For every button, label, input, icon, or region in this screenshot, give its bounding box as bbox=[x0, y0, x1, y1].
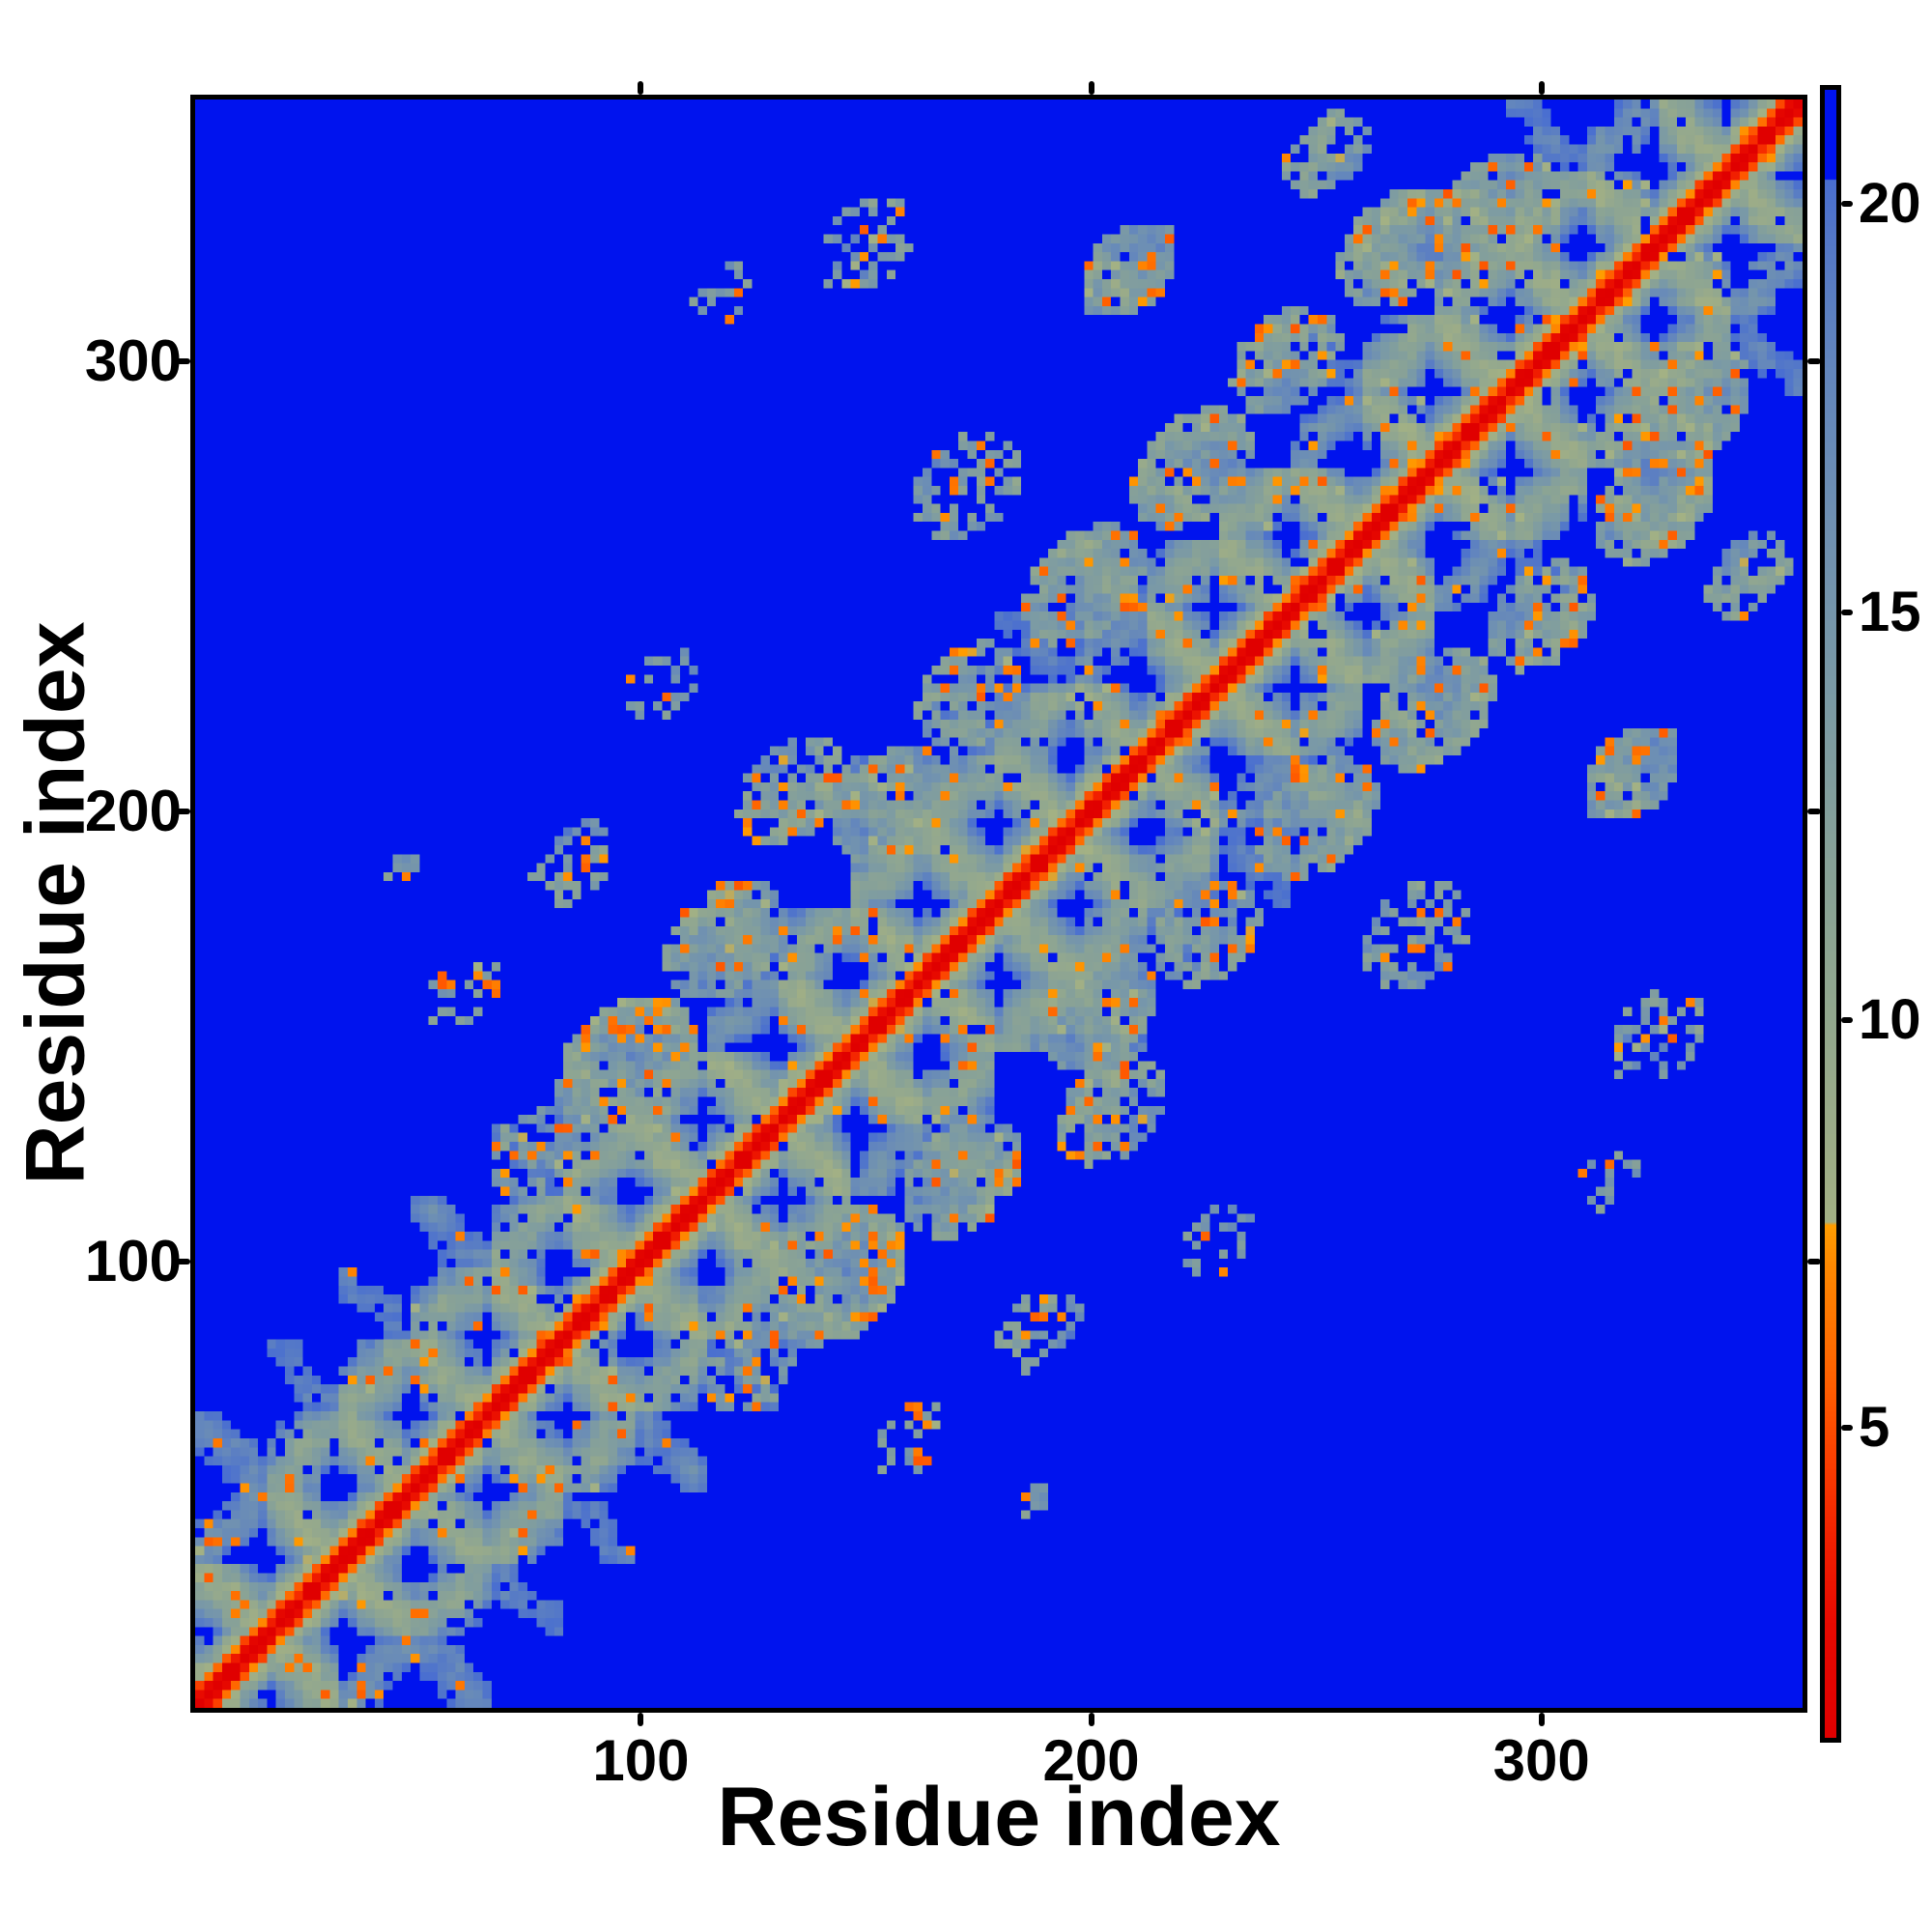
heatmap-canvas bbox=[195, 99, 1803, 1708]
y-tick-mark-left bbox=[177, 808, 190, 814]
x-tick-label: 200 bbox=[1042, 1728, 1140, 1793]
colorbar-tick-label: 5 bbox=[1859, 1396, 1890, 1460]
x-tick-mark-top bbox=[638, 81, 644, 95]
x-tick-mark-top bbox=[1088, 81, 1094, 95]
y-axis-label: Residue index bbox=[9, 621, 102, 1185]
colorbar bbox=[1820, 85, 1841, 1743]
colorbar-tick-label: 15 bbox=[1859, 580, 1921, 643]
x-tick-mark-bottom bbox=[1088, 1713, 1094, 1726]
heatmap-plot bbox=[190, 95, 1807, 1713]
colorbar-tick-label: 10 bbox=[1859, 987, 1921, 1051]
colorbar-tick-mark bbox=[1841, 201, 1853, 208]
y-tick-mark-left bbox=[177, 357, 190, 364]
colorbar-tick-mark bbox=[1841, 1425, 1853, 1432]
colorbar-tick-mark bbox=[1841, 1016, 1853, 1023]
x-tick-mark-bottom bbox=[638, 1713, 644, 1726]
x-axis-label: Residue index bbox=[717, 1771, 1281, 1863]
colorbar-gradient bbox=[1825, 90, 1836, 1738]
colorbar-tick-label: 20 bbox=[1859, 172, 1921, 236]
x-tick-label: 100 bbox=[592, 1728, 690, 1793]
y-tick-mark-left bbox=[177, 1259, 190, 1265]
y-tick-mark-right bbox=[1807, 808, 1821, 814]
y-tick-label: 100 bbox=[84, 1229, 182, 1294]
x-tick-label: 300 bbox=[1492, 1728, 1590, 1793]
y-tick-mark-right bbox=[1807, 357, 1821, 364]
colorbar-tick-mark bbox=[1841, 609, 1853, 615]
y-tick-label: 200 bbox=[84, 778, 182, 843]
y-tick-label: 300 bbox=[84, 327, 182, 393]
x-tick-mark-top bbox=[1538, 81, 1545, 95]
x-tick-mark-bottom bbox=[1538, 1713, 1545, 1726]
y-tick-mark-right bbox=[1807, 1259, 1821, 1265]
